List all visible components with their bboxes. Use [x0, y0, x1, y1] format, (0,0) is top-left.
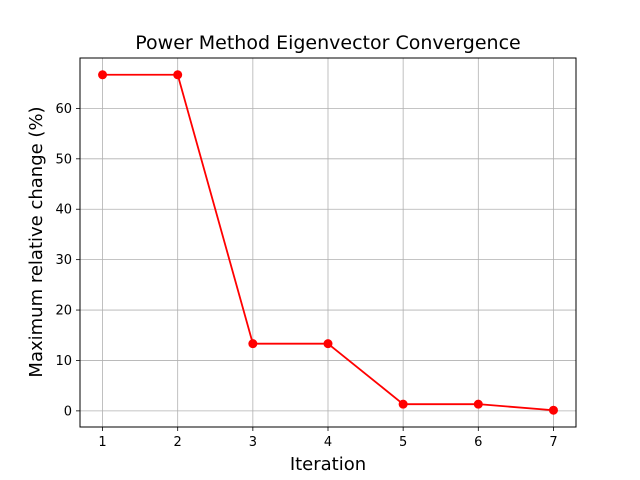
- data-point: [173, 70, 183, 80]
- x-tick-label: 7: [549, 435, 557, 450]
- y-tick-label: 30: [55, 253, 72, 268]
- y-tick-label: 40: [55, 203, 72, 218]
- y-tick-label: 10: [55, 354, 72, 369]
- y-tick-label: 20: [55, 304, 72, 319]
- chart-title: Power Method Eigenvector Convergence: [135, 32, 520, 54]
- data-point: [398, 399, 408, 409]
- data-point: [248, 339, 258, 349]
- data-point: [548, 405, 558, 415]
- data-point: [98, 70, 108, 80]
- y-tick-label: 50: [55, 152, 72, 167]
- x-tick-label: 2: [174, 435, 182, 450]
- series-layer: [98, 70, 558, 415]
- x-tick-label: 6: [474, 435, 482, 450]
- x-tick-label: 4: [324, 435, 332, 450]
- x-tick-label: 5: [399, 435, 407, 450]
- data-point: [473, 399, 483, 409]
- data-point: [323, 339, 333, 349]
- x-axis-title: Iteration: [290, 454, 366, 475]
- y-tick-label: 60: [55, 102, 72, 117]
- y-tick-label: 0: [64, 404, 72, 419]
- grid-lines: [80, 58, 576, 427]
- x-tick-label: 3: [249, 435, 257, 450]
- axis-ticks: 1 2 3 4 5 6 7 0 10 20 30 40 50 60: [55, 102, 557, 450]
- x-tick-label: 1: [98, 435, 106, 450]
- y-axis-title: Maximum relative change (%): [26, 106, 47, 377]
